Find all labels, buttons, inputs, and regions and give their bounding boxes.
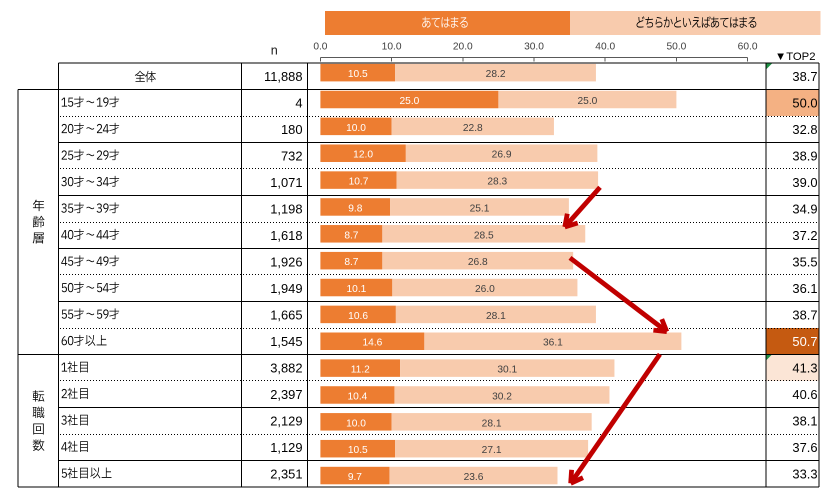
svg-text:50.0: 50.0 <box>792 96 817 111</box>
svg-text:1,129: 1,129 <box>270 440 302 455</box>
svg-text:36.1: 36.1 <box>543 338 563 349</box>
svg-text:10.6: 10.6 <box>348 311 368 322</box>
svg-text:n: n <box>271 43 278 57</box>
svg-text:1,618: 1,618 <box>270 228 302 243</box>
svg-text:10.5: 10.5 <box>348 445 368 456</box>
svg-text:26.9: 26.9 <box>492 150 512 161</box>
svg-text:25.0: 25.0 <box>577 96 597 107</box>
svg-text:1,071: 1,071 <box>270 175 302 190</box>
svg-text:9.8: 9.8 <box>348 203 362 214</box>
svg-text:38.9: 38.9 <box>792 149 817 164</box>
svg-text:30.2: 30.2 <box>492 391 512 402</box>
svg-text:12.0: 12.0 <box>353 150 373 161</box>
svg-text:28.1: 28.1 <box>482 418 502 429</box>
svg-text:2,397: 2,397 <box>270 387 302 402</box>
svg-text:28.3: 28.3 <box>487 177 507 188</box>
svg-text:37.6: 37.6 <box>792 440 817 455</box>
svg-text:30.0: 30.0 <box>524 42 544 53</box>
svg-text:1,665: 1,665 <box>270 308 302 323</box>
svg-text:8.7: 8.7 <box>344 257 358 268</box>
svg-text:10.0: 10.0 <box>382 42 402 53</box>
svg-text:25.0: 25.0 <box>399 96 419 107</box>
svg-text:38.1: 38.1 <box>792 414 817 429</box>
svg-text:10.7: 10.7 <box>349 177 369 188</box>
svg-text:11,888: 11,888 <box>264 69 302 84</box>
svg-text:34.9: 34.9 <box>792 202 817 217</box>
svg-text:40.0: 40.0 <box>595 42 615 53</box>
svg-text:2,351: 2,351 <box>270 467 302 482</box>
svg-text:36.1: 36.1 <box>792 281 817 296</box>
svg-text:26.0: 26.0 <box>475 284 495 295</box>
svg-text:11.2: 11.2 <box>351 365 370 376</box>
svg-text:25.1: 25.1 <box>470 203 490 214</box>
svg-text:1,926: 1,926 <box>270 255 302 270</box>
svg-text:33.3: 33.3 <box>792 467 817 482</box>
svg-text:50.0: 50.0 <box>666 42 686 53</box>
svg-text:60.0: 60.0 <box>738 42 758 53</box>
svg-text:732: 732 <box>281 149 303 164</box>
svg-text:28.2: 28.2 <box>486 69 506 80</box>
svg-text:4: 4 <box>295 96 302 111</box>
svg-text:8.7: 8.7 <box>344 230 358 241</box>
svg-text:27.1: 27.1 <box>482 445 502 456</box>
svg-text:38.7: 38.7 <box>792 308 817 323</box>
svg-text:10.1: 10.1 <box>346 284 366 295</box>
svg-text:23.6: 23.6 <box>464 472 484 483</box>
svg-text:▼TOP2: ▼TOP2 <box>775 51 815 63</box>
svg-text:1,949: 1,949 <box>270 281 302 296</box>
svg-text:14.6: 14.6 <box>362 338 382 349</box>
svg-text:26.8: 26.8 <box>468 257 488 268</box>
svg-text:10.0: 10.0 <box>346 123 366 134</box>
svg-text:9.7: 9.7 <box>348 472 362 483</box>
svg-text:40.6: 40.6 <box>792 387 817 402</box>
svg-text:39.0: 39.0 <box>792 175 817 190</box>
svg-text:35.5: 35.5 <box>792 255 817 270</box>
svg-text:28.5: 28.5 <box>474 230 494 241</box>
svg-text:10.0: 10.0 <box>346 418 366 429</box>
svg-text:180: 180 <box>281 122 303 137</box>
svg-text:2,129: 2,129 <box>270 414 302 429</box>
svg-text:1,198: 1,198 <box>270 202 302 217</box>
svg-text:10.4: 10.4 <box>347 391 367 402</box>
svg-text:50.7: 50.7 <box>792 334 817 349</box>
svg-text:22.8: 22.8 <box>463 123 483 134</box>
svg-text:10.5: 10.5 <box>348 69 368 80</box>
svg-text:28.1: 28.1 <box>486 311 506 322</box>
svg-text:1,545: 1,545 <box>270 334 302 349</box>
svg-text:38.7: 38.7 <box>792 69 817 84</box>
svg-text:41.3: 41.3 <box>792 361 817 376</box>
svg-text:32.8: 32.8 <box>792 122 817 137</box>
svg-text:20.0: 20.0 <box>453 42 473 53</box>
svg-text:30.1: 30.1 <box>497 365 517 376</box>
svg-text:37.2: 37.2 <box>792 228 817 243</box>
svg-text:3,882: 3,882 <box>270 361 302 376</box>
svg-text:0.0: 0.0 <box>313 42 327 53</box>
